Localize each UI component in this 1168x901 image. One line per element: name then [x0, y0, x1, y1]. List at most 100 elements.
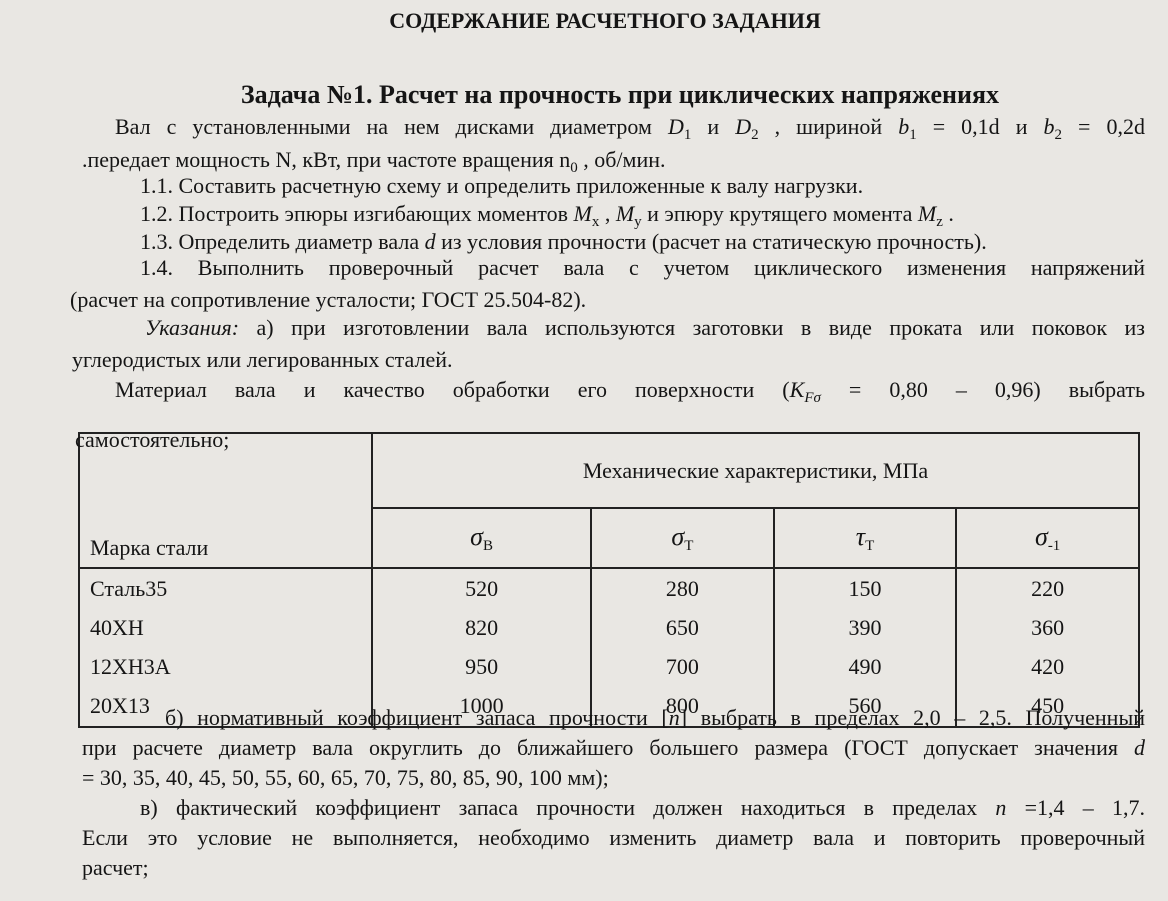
text-line: 1.2. Построить эпюры изгибающих моментов…: [140, 201, 954, 235]
text-line: самостоятельно;: [75, 427, 229, 453]
text-segment: n: [668, 705, 680, 730]
text-segment: = 0,2d: [1062, 114, 1145, 139]
text-segment: , об/мин.: [577, 147, 666, 172]
text-segment: 2: [751, 127, 759, 143]
text-segment: , шириной: [758, 114, 899, 139]
text-segment: и эпюру крутящего момента: [641, 201, 918, 226]
text-segment: 1: [683, 127, 692, 143]
text-segment: б) нормативный коэффициент запаса прочно…: [165, 705, 669, 730]
text-segment: K: [789, 377, 805, 402]
steel-grade: 40ХН: [77, 608, 374, 648]
text-segment: y: [634, 214, 642, 230]
text-segment: Вал с установленными на нем дисками диам…: [115, 114, 668, 139]
table-row: 40ХН 820 650 390 360: [77, 608, 1140, 648]
text-segment: расчет;: [82, 855, 149, 880]
text-segment: при расчете диаметр вала округлить до бл…: [82, 735, 1134, 760]
text-segment: =1,4 – 1,7.: [1006, 795, 1145, 820]
steel-grade: Сталь35: [77, 568, 374, 609]
text-line: в) фактический коэффициент запаса прочно…: [140, 795, 1145, 821]
text-segment: 1.1. Составить расчетную схему и определ…: [140, 173, 864, 198]
group-header: Механические характеристики, МПа: [371, 432, 1140, 509]
row-header: Марка стали: [77, 432, 374, 569]
text-segment: (расчет на сопротивление усталости; ГОСТ…: [70, 287, 587, 312]
text-segment: z: [936, 214, 943, 230]
text-line: Указания: а) при изготовлении вала испол…: [145, 315, 1145, 341]
table-row: Сталь35 520 280 150 220: [77, 568, 1140, 609]
text-segment: M: [615, 201, 635, 226]
task-title: Задача №1. Расчет на прочность при цикли…: [240, 80, 1000, 109]
table-value: 390: [772, 608, 958, 648]
column-header: σВ: [371, 507, 593, 569]
text-segment: углеродистых или легированных сталей.: [72, 347, 453, 372]
text-segment: n: [995, 795, 1007, 820]
table-value: 280: [590, 568, 775, 609]
text-segment: Fσ: [804, 390, 821, 406]
text-segment: b: [898, 114, 910, 139]
text-segment: в) фактический коэффициент запаса прочно…: [140, 795, 996, 820]
text-segment: 1.4. Выполнить проверочный расчет вала с…: [140, 255, 1145, 280]
text-segment: M: [573, 201, 592, 226]
table-value: 450: [955, 686, 1140, 727]
column-header: σТ: [590, 507, 775, 569]
text-segment: 0: [570, 160, 578, 176]
text-line: = 30, 35, 40, 45, 50, 55, 60, 65, 70, 75…: [82, 765, 609, 791]
text-line: Если это условие не выполняется, необход…: [82, 825, 1145, 851]
text-segment: D: [667, 114, 684, 139]
column-subscript: Т: [684, 537, 694, 554]
column-row: σВ σТ τТ σ-1: [79, 507, 1140, 569]
text-segment: d: [1134, 735, 1145, 760]
text-segment: .передает мощность N, кВт, при частоте в…: [82, 147, 571, 172]
text-segment: 1.2. Построить эпюры изгибающих моментов: [140, 201, 574, 226]
column-subscript: Т: [865, 537, 875, 554]
text-segment: Материал вала и качество обработки его п…: [115, 377, 790, 402]
text-segment: ] выбрать в пределах 2,0 – 2,5. Полученн…: [679, 705, 1146, 730]
text-segment: M: [917, 201, 937, 226]
column-symbol: σ: [470, 521, 483, 551]
table-row: 12ХН3А 950 700 490 420: [77, 647, 1140, 687]
column-symbol: σ: [671, 521, 685, 551]
table-value: 1000: [371, 686, 593, 727]
text-line: 1.1. Составить расчетную схему и определ…: [140, 173, 863, 199]
text-line: при расчете диаметр вала округлить до бл…: [82, 735, 1145, 761]
text-line: (расчет на сопротивление усталости; ГОСТ…: [70, 287, 586, 313]
text-segment: самостоятельно;: [75, 427, 230, 452]
table-value: 950: [371, 647, 593, 687]
table-value: 420: [955, 647, 1140, 687]
text-line: углеродистых или легированных сталей.: [72, 347, 453, 373]
text-segment: 1.3. Определить диаметр вала: [140, 229, 425, 254]
text-segment: 2: [1054, 127, 1063, 143]
text-segment: .: [942, 201, 954, 226]
column-header: τТ: [772, 507, 958, 569]
text-segment: из условия прочности (расчет на статичес…: [435, 229, 987, 254]
text-line: .передает мощность N, кВт, при частоте в…: [82, 147, 666, 181]
table-value: 360: [955, 608, 1140, 648]
page-title: СОДЕРЖАНИЕ РАСЧЕТНОГО ЗАДАНИЯ: [389, 8, 821, 33]
steel-table: Марка стали Механические характеристики,…: [77, 432, 1140, 728]
text-line: 1.3. Определить диаметр вала d из услови…: [140, 229, 987, 255]
text-segment: D: [735, 114, 752, 139]
steel-grade: 12ХН3А: [77, 647, 374, 687]
column-header: σ-1: [955, 507, 1140, 569]
steel-grade: 20Х13: [77, 686, 374, 727]
text-segment: Если это условие не выполняется, необход…: [82, 825, 1145, 850]
text-segment: x: [591, 214, 600, 230]
table-value: 520: [371, 568, 593, 609]
text-line: Материал вала и качество обработки его п…: [115, 377, 1145, 411]
text-line: б) нормативный коэффициент запаса прочно…: [165, 705, 1145, 731]
column-symbol: τ: [855, 521, 866, 551]
column-subscript: -1: [1047, 537, 1061, 554]
table-value: 800: [590, 686, 775, 727]
table-value: 220: [955, 568, 1140, 609]
table-value: 150: [772, 568, 958, 609]
text-segment: d: [424, 229, 436, 254]
text-line: расчет;: [82, 855, 149, 881]
text-segment: Указания:: [145, 315, 240, 340]
text-segment: b: [1043, 114, 1055, 139]
text-line: 1.4. Выполнить проверочный расчет вала с…: [140, 255, 1145, 281]
header-row: Марка стали Механические характеристики,…: [77, 432, 1140, 569]
table-row: 20Х13 1000 800 560 450: [77, 686, 1140, 727]
table-value: 560: [772, 686, 958, 727]
text-segment: ,: [599, 201, 616, 226]
table-value: 650: [590, 608, 775, 648]
